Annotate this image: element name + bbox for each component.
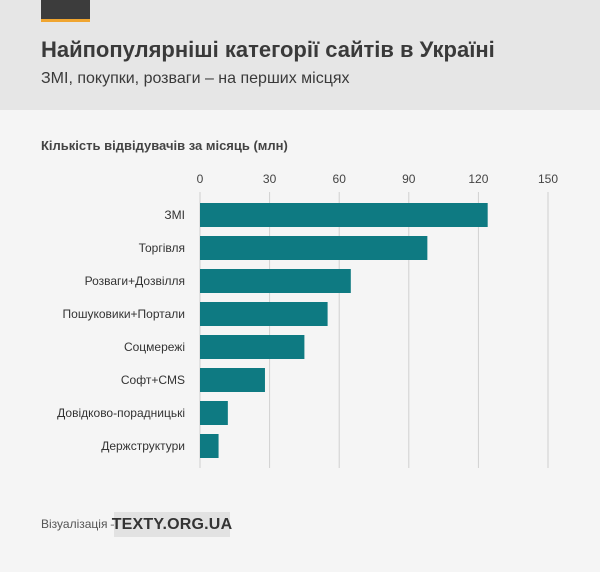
- bar: [200, 269, 351, 293]
- category-label: Торгівля: [139, 241, 185, 255]
- gridlines: [199, 192, 549, 468]
- x-tick-label: 60: [333, 172, 347, 186]
- x-tick-label: 150: [538, 172, 558, 186]
- bar: [200, 302, 328, 326]
- category-label: Софт+CMS: [121, 373, 185, 387]
- category-label: Розваги+Дозвілля: [85, 274, 185, 288]
- chart-title: Найпопулярніші категорії сайтів в Україн…: [41, 37, 495, 62]
- category-labels: ЗМІ Торгівля Розваги+Дозвілля Пошуковики+По…: [57, 208, 185, 453]
- logo-accent-stripe: [41, 19, 90, 22]
- category-label: ЗМІ: [164, 208, 185, 222]
- bar: [200, 401, 228, 425]
- category-label: Пошуковики+Портали: [63, 307, 185, 321]
- bar: [200, 236, 428, 260]
- bar: [200, 335, 305, 359]
- x-tick-label: 120: [468, 172, 488, 186]
- x-tick-label: 90: [402, 172, 416, 186]
- chart-area: Кількість відвідувачів за місяць (млн) 0…: [0, 110, 600, 510]
- category-label: Довідково-порадницькі: [57, 406, 185, 420]
- footer: Візуалізація – TEXTY.ORG.UA: [0, 510, 600, 572]
- footer-credit-label: Візуалізація –: [41, 517, 118, 531]
- chart-subtitle: ЗМІ, покупки, розваги – на перших місцях: [41, 70, 350, 87]
- header-band: Найпопулярніші категорії сайтів в Україн…: [0, 0, 600, 110]
- category-label: Соцмережі: [124, 340, 185, 354]
- logo-block: [41, 0, 90, 19]
- brand-name: TEXTY.ORG.UA: [111, 515, 233, 533]
- x-axis-title: Кількість відвідувачів за місяць (млн): [41, 138, 288, 153]
- bar: [200, 368, 265, 392]
- brand-badge[interactable]: TEXTY.ORG.UA: [111, 512, 233, 537]
- bar: [200, 203, 488, 227]
- bar-chart: Кількість відвідувачів за місяць (млн) 0…: [41, 138, 559, 468]
- category-label: Держструктури: [101, 439, 185, 453]
- x-tick-label: 30: [263, 172, 277, 186]
- x-tick-label: 0: [197, 172, 204, 186]
- bar: [200, 434, 219, 458]
- x-axis-ticks: 0 30 60 90 120 150: [197, 172, 559, 186]
- bars: [200, 203, 488, 458]
